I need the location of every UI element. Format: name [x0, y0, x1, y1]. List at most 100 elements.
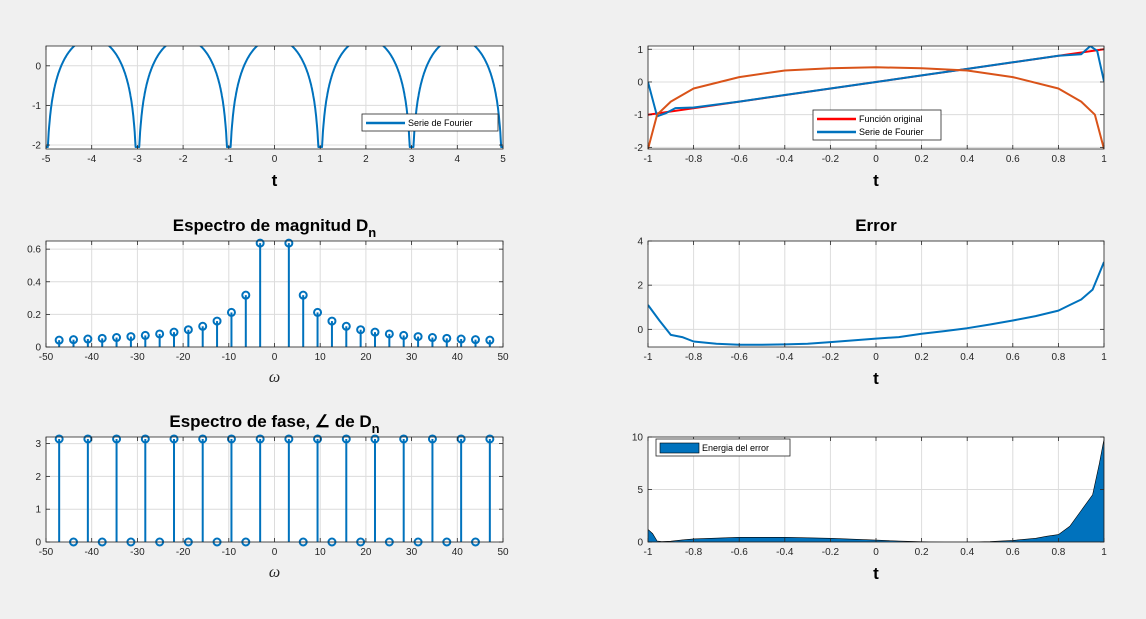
- x-tick-label: -0.2: [822, 547, 840, 558]
- stem-marker: [126, 332, 136, 342]
- stem-marker: [112, 434, 122, 444]
- stem-marker: [356, 325, 366, 335]
- stem-marker: [313, 434, 323, 444]
- y-tick-label: 3: [35, 439, 41, 450]
- stem-marker: [97, 333, 107, 343]
- series-line: [46, 46, 503, 148]
- stem-marker: [198, 321, 208, 331]
- x-axis-label: ω: [269, 564, 280, 581]
- x-tick-label: 50: [497, 352, 509, 363]
- x-tick-label: -5: [42, 154, 51, 165]
- stem-marker: [413, 332, 423, 342]
- stem-marker: [83, 334, 93, 344]
- stem-marker: [442, 333, 452, 343]
- x-tick-label: 0.2: [915, 547, 929, 558]
- data-layer: [46, 46, 503, 148]
- x-tick-label: -3: [133, 154, 142, 165]
- y-tick-label: 0.2: [27, 310, 41, 321]
- x-axis-label: t: [873, 369, 879, 388]
- y-tick-label: 2: [637, 281, 643, 292]
- x-tick-label: 0.6: [1006, 352, 1020, 363]
- x-tick-label: 0.8: [1051, 352, 1065, 363]
- y-tick-label: 4: [637, 237, 643, 248]
- stem-marker: [54, 335, 64, 345]
- x-tick-label: 2: [363, 154, 369, 165]
- plot-phase-spectrum: -50 -40 -30 -20 -10 0 10 20 30 40 50 0 1 2 3 ω Espectro …: [35, 412, 509, 581]
- stem-marker: [155, 329, 165, 339]
- x-tick-label: -20: [176, 352, 191, 363]
- stem-marker: [284, 238, 294, 248]
- x-tick-label: -1: [644, 547, 653, 558]
- x-tick-label: -1: [224, 154, 233, 165]
- x-axis-label: t: [873, 564, 879, 583]
- plot-error-energy: -1 -0.8 -0.6 -0.4 -0.2 0 0.2 0.4 0.6 0.8 10510tEne…: [632, 433, 1107, 584]
- x-axis-label: t: [272, 171, 278, 190]
- y-tick-label: 5: [637, 485, 643, 496]
- stem-marker: [370, 434, 380, 444]
- stem-marker: [470, 335, 480, 345]
- stem-marker: [284, 434, 294, 444]
- x-tick-label: 10: [315, 547, 327, 558]
- x-tick-label: 0: [873, 154, 879, 165]
- x-tick-label: -0.4: [776, 352, 794, 363]
- x-tick-label: -0.4: [776, 547, 794, 558]
- stem-marker: [183, 325, 193, 335]
- stem-marker: [485, 434, 495, 444]
- x-tick-label: -0.8: [685, 154, 703, 165]
- x-tick-label: 0: [272, 154, 278, 165]
- stem-marker: [370, 327, 380, 337]
- x-tick-label: 1: [1101, 547, 1107, 558]
- x-tick-label: 50: [497, 547, 509, 558]
- y-tick-label: 0: [637, 77, 643, 88]
- x-tick-label: -0.2: [822, 352, 840, 363]
- x-tick-label: -10: [222, 547, 237, 558]
- x-tick-label: 1: [1101, 352, 1107, 363]
- stem-marker: [255, 238, 265, 248]
- y-tick-label: 0: [35, 61, 41, 72]
- y-tick-label: 10: [632, 433, 644, 444]
- stem-marker: [169, 434, 179, 444]
- plot-magnitude-spectrum: -50 -40 -30 -20 -10 0 10 20 30 40 50 0 0.2 0.4 0.6 ω Esp…: [27, 216, 509, 386]
- plot-fourier-series: -5 -4 -3 -2 -1 0 1 2 3 4 5 -2 -1 0 t Serie de Fourier: [32, 45, 506, 190]
- x-tick-label: 0.4: [960, 547, 974, 558]
- chart-title-main: Error: [855, 216, 897, 235]
- stem-marker: [112, 333, 122, 343]
- stem-marker: [341, 434, 351, 444]
- x-tick-label: 30: [406, 547, 418, 558]
- x-tick-label: 0: [873, 547, 879, 558]
- x-tick-label: -0.6: [731, 352, 749, 363]
- x-tick-label: -0.6: [731, 154, 749, 165]
- x-tick-label: 30: [406, 352, 418, 363]
- legend-label: Serie de Fourier: [859, 127, 924, 137]
- y-tick-label: -2: [634, 143, 643, 154]
- stem-marker: [226, 434, 236, 444]
- chart-title-subscript: n: [368, 225, 376, 240]
- y-tick-label: 0: [35, 538, 41, 549]
- x-tick-label: -30: [130, 352, 145, 363]
- stem-marker: [313, 307, 323, 317]
- x-tick-label: 40: [452, 352, 464, 363]
- y-tick-label: -2: [32, 141, 41, 152]
- stem-marker: [399, 330, 409, 340]
- legend-box: [361, 113, 499, 132]
- x-tick-label: 0: [272, 352, 278, 363]
- x-tick-label: -0.8: [685, 547, 703, 558]
- stem-marker: [241, 290, 251, 300]
- y-tick-label: -1: [634, 110, 643, 121]
- y-tick-label: 1: [35, 505, 41, 516]
- y-tick-label: 2: [35, 472, 41, 483]
- legend-swatch: [659, 442, 700, 454]
- data-layer: [648, 261, 1104, 346]
- legend-box: [812, 109, 942, 141]
- x-tick-label: -30: [130, 547, 145, 558]
- stem-marker: [226, 307, 236, 317]
- stem-marker: [485, 335, 495, 345]
- stem-marker: [54, 434, 64, 444]
- x-axis-label: ω: [269, 369, 280, 386]
- stem-marker: [399, 434, 409, 444]
- y-tick-label: -1: [32, 101, 41, 112]
- x-tick-label: -0.6: [731, 547, 749, 558]
- x-tick-label: -1: [644, 352, 653, 363]
- x-tick-label: -10: [222, 352, 237, 363]
